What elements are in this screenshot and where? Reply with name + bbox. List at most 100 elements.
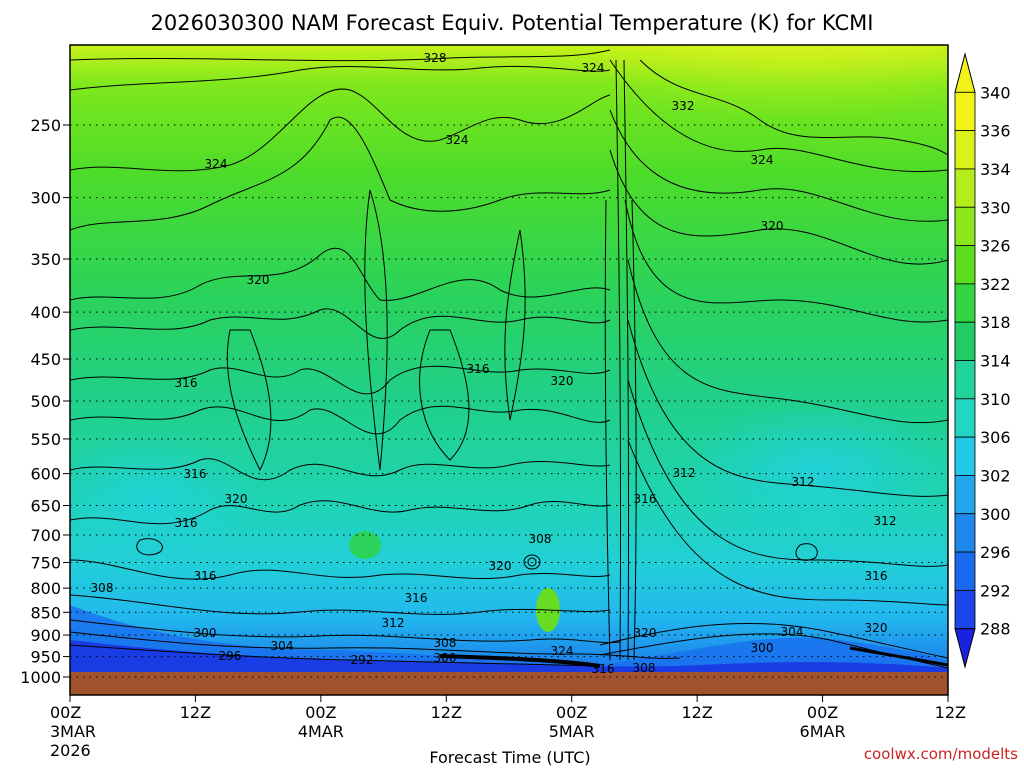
colorbar-label: 302	[980, 466, 1011, 485]
x-tick-date: 5MAR	[549, 722, 595, 741]
colorbar-swatch	[954, 360, 976, 400]
colorbar-swatch	[954, 283, 976, 323]
contour-label: 320	[247, 273, 270, 287]
contour-label: 316	[194, 569, 217, 583]
y-axis: 250 300 350 400 450 500 550 600 650 700 750 800 850 9…	[20, 116, 70, 687]
y-tick-label: 250	[30, 116, 61, 135]
contour-label: 312	[382, 616, 405, 630]
colorbar-label: 314	[980, 352, 1011, 371]
y-tick-label: 800	[30, 579, 61, 598]
theta-e-field	[70, 45, 948, 695]
x-tick-label: 00Z	[807, 703, 838, 722]
y-tick-label: 750	[30, 553, 61, 572]
y-tick-label: 600	[30, 465, 61, 484]
contour-label: 304	[271, 639, 294, 653]
contour-label: 316	[467, 362, 490, 376]
contour-label: 320	[489, 559, 512, 573]
colorbar-label: 300	[980, 505, 1011, 524]
y-tick-label: 300	[30, 189, 61, 208]
colorbar-label: 306	[980, 428, 1011, 447]
low-level-dark-band	[70, 640, 948, 672]
x-tick-label: 00Z	[50, 703, 81, 722]
contour-label: 312	[874, 514, 897, 528]
x-tick-date: 3MAR	[50, 722, 96, 741]
colorbar-swatch	[954, 513, 976, 553]
colorbar-swatch	[954, 206, 976, 246]
y-tick-label: 650	[30, 496, 61, 515]
cyan-pocket-left	[70, 430, 260, 570]
y-tick-label: 850	[30, 603, 61, 622]
contour-label: 320	[634, 626, 657, 640]
contour-label: 320	[865, 621, 888, 635]
colorbar-swatch	[954, 398, 976, 438]
contour-label: 316	[592, 662, 615, 676]
contour-label: 308	[529, 532, 552, 546]
contour-label: 324	[551, 644, 574, 658]
y-tick-label: 450	[30, 350, 61, 369]
green-pocket	[349, 531, 381, 559]
y-tick-label: 700	[30, 526, 61, 545]
contour-label: 304	[781, 625, 804, 639]
contour-label: 296	[219, 649, 242, 663]
x-tick-label: 12Z	[431, 703, 462, 722]
colorbar-swatch	[954, 475, 976, 515]
plot-frame	[69, 44, 949, 696]
contour-label: 324	[205, 157, 228, 171]
x-tick-label: 12Z	[681, 703, 712, 722]
contour-label: 316	[634, 492, 657, 506]
contour-label: 324	[751, 153, 774, 167]
contour-label: 324	[582, 61, 605, 75]
contour-label: 316	[175, 376, 198, 390]
x-tick-label: 00Z	[305, 703, 336, 722]
y-tick-label: 550	[30, 430, 61, 449]
colorbar-swatch	[954, 130, 976, 170]
contour-lines	[70, 49, 948, 669]
contour-label: 324	[446, 133, 469, 147]
colorbar-swatch	[954, 245, 976, 285]
contour-label: 292	[351, 653, 374, 667]
warm-upper-region	[600, 45, 948, 140]
cyan-pocket-right	[680, 400, 948, 540]
colorbar-label: 336	[980, 122, 1011, 141]
contour-label: 312	[792, 475, 815, 489]
y-tick-label: 350	[30, 250, 61, 269]
colorbar-label: 292	[980, 581, 1011, 600]
colorbar-swatch	[954, 91, 976, 132]
credit-text: coolwx.com/modelts	[864, 745, 1018, 763]
surface-dark-band	[849, 646, 948, 667]
x-axis-label: Forecast Time (UTC)	[429, 748, 590, 767]
colorbar-label: 340	[980, 83, 1011, 102]
field-background	[70, 45, 948, 695]
colorbar-label: 318	[980, 313, 1011, 332]
contour-label: 300	[751, 641, 774, 655]
colorbar-label: 296	[980, 543, 1011, 562]
colorbar-label: 330	[980, 198, 1011, 217]
contour-label: 320	[551, 374, 574, 388]
x-tick-label: 00Z	[556, 703, 587, 722]
contour-label: 308	[434, 636, 457, 650]
colorbar-label: 326	[980, 237, 1011, 256]
colorbar-arrow-bottom	[954, 628, 976, 669]
contour-label: 312	[673, 466, 696, 480]
y-tick-label: 1000	[20, 668, 61, 687]
colorbar-label: 334	[980, 160, 1011, 179]
x-tick-label: 12Z	[180, 703, 211, 722]
contour-label: 332	[672, 99, 695, 113]
contour-label: 328	[424, 51, 447, 65]
y-tick-label: 900	[30, 626, 61, 645]
y-tick-label: 500	[30, 392, 61, 411]
colorbar-swatch	[954, 321, 976, 361]
contour-label: 316	[175, 516, 198, 530]
contour-label: 300	[434, 651, 457, 665]
contour-label: 316	[865, 569, 888, 583]
contour-label: 308	[633, 661, 656, 675]
colorbar-arrow-top	[954, 52, 976, 93]
x-tick-label: 12Z	[935, 703, 966, 722]
ground	[70, 672, 948, 695]
colorbar-label: 288	[980, 620, 1011, 639]
y-tick-label: 950	[30, 648, 61, 667]
contour-label: 308	[91, 581, 114, 595]
x-tick-date: 6MAR	[800, 722, 846, 741]
